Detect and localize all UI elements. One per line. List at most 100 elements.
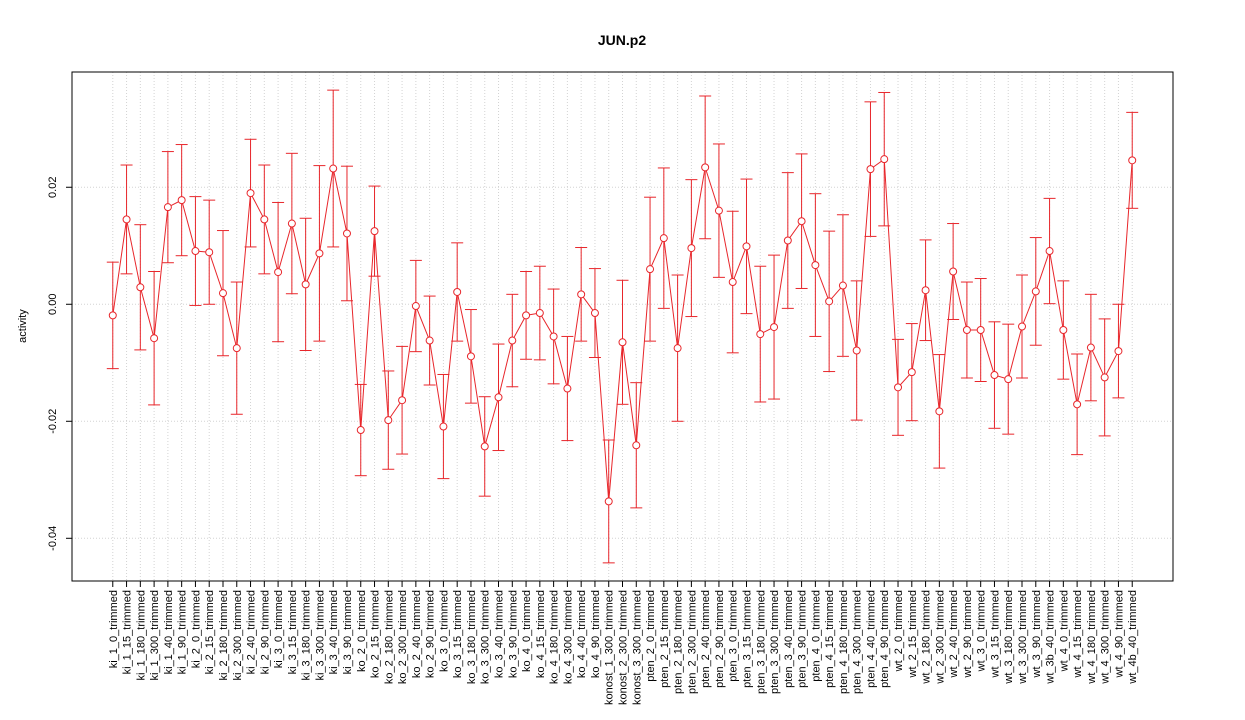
x-tick-label: ki_3_90_trimmed xyxy=(342,590,354,674)
point xyxy=(1114,347,1123,356)
x-tick-label: ko_2_90_trimmed xyxy=(425,590,437,678)
x-tick-label: ko_3_15_trimmed xyxy=(452,590,464,678)
x-tick-label: wt_3_15_trimmed xyxy=(989,590,1001,678)
point xyxy=(218,289,227,298)
point xyxy=(342,229,351,238)
x-tick-label: pten_4_90_trimmed xyxy=(879,590,891,688)
x-tick-label: wt_4_90_trimmed xyxy=(1113,590,1125,678)
x-tick-label: ko_2_15_trimmed xyxy=(370,590,382,678)
point xyxy=(770,323,779,332)
x-tick-label: ko_3_90_trimmed xyxy=(507,590,519,678)
x-tick-label: konost_1_300_trimmed xyxy=(604,590,616,705)
x-tick-label: ki_1_0_trimmed xyxy=(108,590,120,668)
point xyxy=(990,371,999,380)
point xyxy=(549,332,558,341)
x-tick-label: pten_2_180_trimmed xyxy=(673,590,685,694)
x-tick-label: ko_3_0_trimmed xyxy=(438,590,450,672)
x-tick-label: pten_4_180_trimmed xyxy=(838,590,850,694)
point xyxy=(274,268,283,277)
x-tick-label: pten_4_300_trimmed xyxy=(852,590,864,694)
x-tick-label: konost_3_300_trimmed xyxy=(631,590,643,705)
point xyxy=(811,261,820,270)
x-tick-label: pten_4_0_trimmed xyxy=(810,590,822,682)
x-tick-label: ki_1_300_trimmed xyxy=(149,590,161,681)
x-tick-label: ki_3_40_trimmed xyxy=(328,590,340,674)
x-tick-label: wt_4_0_trimmed xyxy=(1058,590,1070,672)
x-tick-label: ko_3_180_trimmed xyxy=(466,590,478,684)
point xyxy=(563,384,572,393)
y-tick-label: -0.04 xyxy=(47,526,59,551)
x-tick-label: ko_2_0_trimmed xyxy=(356,590,368,672)
point xyxy=(1073,400,1082,409)
point xyxy=(577,290,586,299)
x-tick-label: pten_2_15_trimmed xyxy=(659,590,671,688)
x-tick-label: konost_2_300_trimmed xyxy=(618,590,630,705)
point xyxy=(1004,375,1013,384)
point xyxy=(728,278,737,287)
point xyxy=(687,244,696,253)
y-tick-label: -0.02 xyxy=(47,409,59,434)
point xyxy=(301,280,310,289)
point xyxy=(163,203,172,212)
point xyxy=(411,302,420,311)
x-tick-label: wt_3b_40_trimmed xyxy=(1045,590,1057,685)
point xyxy=(907,368,916,377)
point xyxy=(260,215,269,224)
x-tick-label: ki_2_0_trimmed xyxy=(190,590,202,668)
x-tick-label: pten_2_300_trimmed xyxy=(686,590,698,694)
x-tick-label: wt_2_0_trimmed xyxy=(893,590,905,672)
x-tick-label: ki_3_180_trimmed xyxy=(301,590,313,681)
x-tick-label: ko_3_300_trimmed xyxy=(480,590,492,684)
point xyxy=(976,326,985,335)
x-tick-label: pten_3_0_trimmed xyxy=(728,590,740,682)
point xyxy=(894,383,903,392)
point xyxy=(453,287,462,296)
point xyxy=(921,286,930,295)
point xyxy=(232,344,241,353)
x-tick-label: ki_3_0_trimmed xyxy=(273,590,285,668)
point xyxy=(287,219,296,228)
point xyxy=(494,393,503,402)
point xyxy=(205,248,214,257)
point xyxy=(425,336,434,345)
point xyxy=(756,330,765,339)
x-tick-label: ko_4_0_trimmed xyxy=(521,590,533,672)
y-tick-label: 0.02 xyxy=(47,177,59,198)
point xyxy=(659,234,668,243)
x-tick-label: ki_2_180_trimmed xyxy=(218,590,230,681)
point xyxy=(150,334,159,343)
x-tick-label: ko_2_40_trimmed xyxy=(411,590,423,678)
x-tick-label: ko_2_300_trimmed xyxy=(397,590,409,684)
x-tick-label: ki_1_15_trimmed xyxy=(122,590,134,674)
point xyxy=(673,344,682,353)
point xyxy=(1100,373,1109,382)
point xyxy=(714,206,723,215)
point xyxy=(1086,343,1095,352)
point xyxy=(315,249,324,258)
x-tick-label: ki_2_15_trimmed xyxy=(204,590,216,674)
point xyxy=(632,441,641,450)
point xyxy=(329,164,338,173)
x-tick-label: pten_4_40_trimmed xyxy=(865,590,877,688)
x-tick-label: wt_2_300_trimmed xyxy=(934,590,946,685)
point xyxy=(466,352,475,361)
x-tick-label: ko_4_15_trimmed xyxy=(535,590,547,678)
x-tick-label: ko_3_40_trimmed xyxy=(494,590,506,678)
point xyxy=(384,416,393,425)
chart-title: JUN.p2 xyxy=(598,32,646,48)
point xyxy=(370,227,379,236)
x-tick-label: ko_4_90_trimmed xyxy=(590,590,602,678)
x-tick-label: ki_3_15_trimmed xyxy=(287,590,299,674)
point xyxy=(439,422,448,431)
point xyxy=(825,297,834,306)
x-tick-label: ko_4_180_trimmed xyxy=(549,590,561,684)
x-tick-label: wt_3_90_trimmed xyxy=(1031,590,1043,678)
point xyxy=(508,336,517,345)
point xyxy=(108,311,117,320)
point xyxy=(962,326,971,335)
x-tick-label: ko_2_180_trimmed xyxy=(383,590,395,684)
point xyxy=(480,442,489,451)
x-tick-label: wt_4_15_trimmed xyxy=(1072,590,1084,678)
x-tick-label: wt_2_15_trimmed xyxy=(907,590,919,678)
